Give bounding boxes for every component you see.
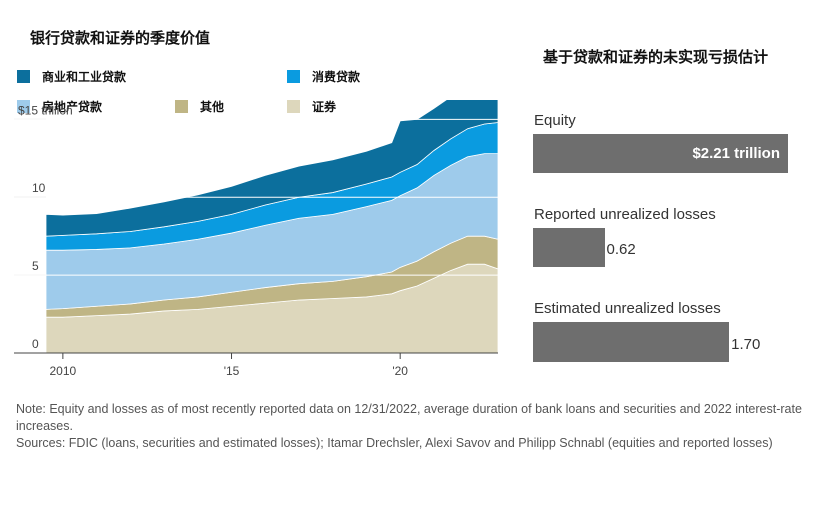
- legend-item-consumer: 消费贷款: [287, 68, 360, 85]
- y-tick-label: 5: [32, 259, 39, 273]
- note-text: Note: Equity and losses as of most recen…: [16, 402, 802, 433]
- legend-swatch-consumer: [287, 70, 300, 83]
- legend-label-commercial: 商业和工业贷款: [42, 70, 127, 84]
- legend-item-other: 其他: [175, 98, 224, 115]
- bar-reported-losses: [533, 228, 605, 267]
- y-tick-label: $15 trillion: [18, 103, 73, 117]
- bar-chart-title: 基于贷款和证券的未实现亏损估计: [543, 48, 769, 66]
- legend-item-commercial: 商业和工业贷款: [17, 68, 126, 85]
- bar-value-equity: $2.21 trillion: [692, 145, 780, 162]
- bar-equity: [533, 134, 788, 173]
- bar-value-estimated-losses: 1.70: [731, 336, 761, 353]
- bar-estimated-losses: [533, 322, 730, 362]
- bar-label-estimated-losses: Estimated unrealized losses: [534, 300, 721, 317]
- bar-label-equity: Equity: [534, 112, 576, 129]
- sources-text: Sources: FDIC (loans, securities and est…: [16, 436, 773, 450]
- legend-item-securities: 证券: [287, 98, 336, 115]
- bar-value-reported-losses: 0.62: [606, 241, 636, 258]
- legend-swatch-commercial: [17, 70, 30, 83]
- area-chart-title: 银行贷款和证券的季度价值: [30, 29, 211, 47]
- y-tick-label: 0: [32, 337, 39, 351]
- legend-swatch-real-estate: [17, 100, 30, 113]
- legend-label-real-estate: 房地产贷款: [42, 100, 103, 114]
- bar-label-reported-losses: Reported unrealized losses: [534, 206, 716, 223]
- legend-item-real-estate: 房地产贷款: [17, 98, 102, 115]
- legend-label-securities: 证券: [312, 100, 337, 114]
- legend-label-consumer: 消费贷款: [312, 70, 361, 84]
- x-tick-label: '20: [392, 364, 408, 378]
- legend-swatch-other: [175, 100, 188, 113]
- x-tick-label: '15: [224, 364, 240, 378]
- y-tick-label: 10: [32, 181, 46, 195]
- legend-swatch-securities: [287, 100, 300, 113]
- legend-label-other: 其他: [200, 100, 225, 114]
- area-series-commercial: [45, 100, 499, 237]
- stacked-area-chart: 0 5 10 $15 trillion 2010 '15 '20: [14, 100, 499, 378]
- x-tick-label: 2010: [50, 364, 77, 378]
- chart-notes: Note: Equity and losses as of most recen…: [16, 401, 806, 452]
